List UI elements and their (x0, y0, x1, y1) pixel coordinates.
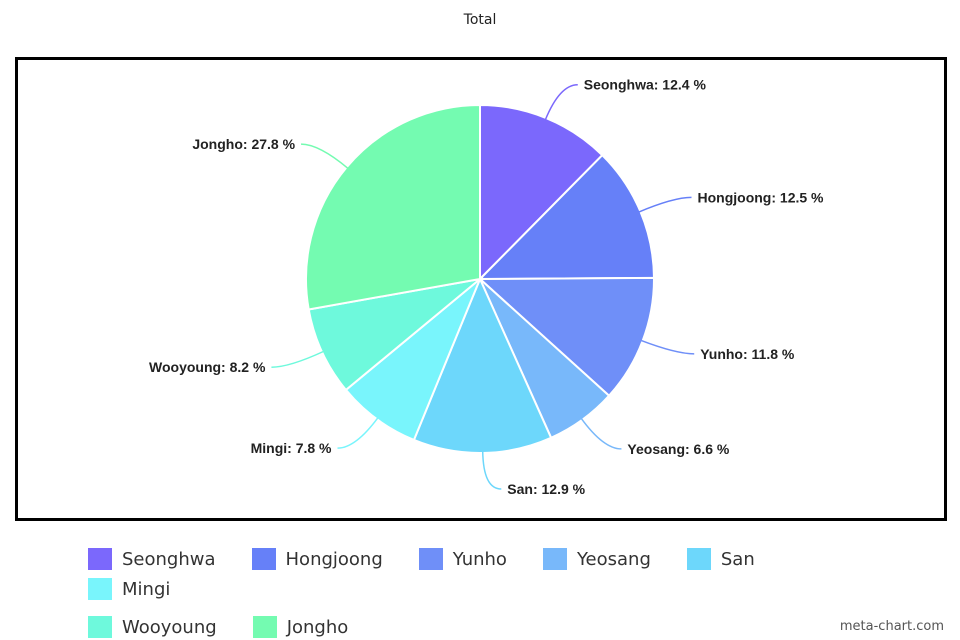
watermark: meta-chart.com (839, 619, 944, 634)
legend-item[interactable]: Yeosang (542, 548, 651, 570)
legend-label: Seonghwa (122, 548, 216, 570)
data-label: Wooyoung: 8.2 % (149, 359, 266, 375)
legend-item[interactable]: Hongjoong (251, 548, 383, 570)
data-label: San: 12.9 % (507, 481, 585, 497)
legend-swatch (251, 548, 276, 570)
legend-label: San (720, 548, 755, 570)
legend-label: Yunho (452, 548, 507, 570)
data-label: Hongjoong: 12.5 % (698, 189, 825, 205)
data-label: Jongho: 27.8 % (192, 136, 295, 152)
leader-line (271, 350, 325, 368)
legend-swatch (88, 548, 112, 570)
legend-label: Yeosang (576, 548, 651, 570)
data-label: Mingi: 7.8 % (251, 440, 332, 456)
legend-label: Mingi (122, 578, 171, 600)
leader-line (481, 450, 502, 490)
pie-slice-jongho[interactable] (305, 103, 481, 311)
legend-label: Wooyoung (122, 616, 217, 638)
chart-frame (15, 57, 947, 521)
data-label: Yeosang: 6.6 % (627, 441, 729, 457)
legend-item[interactable]: Wooyoung (88, 616, 217, 638)
legend-swatch (88, 578, 112, 600)
chart-title: Total (463, 12, 497, 28)
leader-line (301, 143, 349, 170)
legend: Seonghwa Hongjoong Yunho Yeosang San Mingi Woo… (88, 548, 908, 638)
legend-item[interactable]: San (686, 548, 755, 570)
legend-item[interactable]: Yunho (418, 548, 507, 570)
leader-line (337, 417, 379, 449)
leader-line (640, 339, 695, 355)
leader-line (638, 196, 692, 213)
data-label: Yunho: 11.8 % (700, 346, 795, 362)
legend-item[interactable]: Mingi (88, 578, 170, 600)
legend-swatch (88, 616, 112, 638)
legend-swatch (418, 548, 443, 570)
leader-line (580, 417, 622, 450)
legend-label: Jongho (286, 616, 349, 638)
legend-swatch (252, 616, 277, 638)
legend-item[interactable]: Jongho (252, 616, 349, 638)
legend-item[interactable]: Seonghwa (88, 548, 216, 570)
data-label: Seonghwa: 12.4 % (584, 77, 707, 93)
legend-label: Hongjoong (285, 548, 383, 570)
legend-swatch (542, 548, 567, 570)
leader-line (544, 83, 578, 121)
legend-swatch (686, 548, 711, 570)
